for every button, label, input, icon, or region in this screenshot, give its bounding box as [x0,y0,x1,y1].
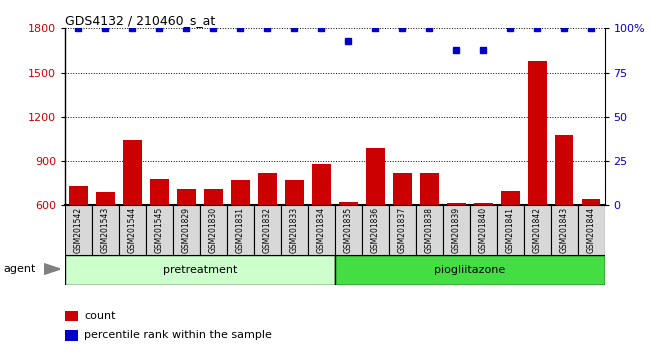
FancyBboxPatch shape [335,255,604,285]
FancyBboxPatch shape [443,205,470,255]
FancyBboxPatch shape [281,205,308,255]
Bar [150,179,169,205]
Bar [204,189,223,205]
Bar [69,186,88,205]
FancyBboxPatch shape [361,205,389,255]
Text: GSM201840: GSM201840 [478,207,488,253]
Text: count: count [84,311,116,321]
Text: GSM201831: GSM201831 [236,207,245,253]
Text: GSM201543: GSM201543 [101,207,110,253]
Text: GSM201833: GSM201833 [290,207,299,253]
Bar [528,61,547,205]
FancyBboxPatch shape [577,205,605,255]
Text: GSM201832: GSM201832 [263,207,272,253]
Text: percentile rank within the sample: percentile rank within the sample [84,330,272,341]
Bar [65,311,79,321]
Bar [393,173,411,205]
Text: GSM201844: GSM201844 [586,207,595,253]
Bar [258,173,277,205]
Bar [339,202,358,205]
FancyBboxPatch shape [227,205,254,255]
Text: GSM201836: GSM201836 [370,207,380,253]
Bar [420,173,439,205]
FancyBboxPatch shape [65,255,335,285]
Bar [123,141,142,205]
FancyBboxPatch shape [551,205,577,255]
Text: GSM201545: GSM201545 [155,207,164,253]
FancyBboxPatch shape [497,205,524,255]
Text: pretreatment: pretreatment [162,265,237,275]
Bar [96,192,115,205]
Bar [366,148,385,205]
FancyBboxPatch shape [308,205,335,255]
FancyBboxPatch shape [146,205,173,255]
FancyBboxPatch shape [389,205,416,255]
FancyBboxPatch shape [92,205,119,255]
Text: GSM201542: GSM201542 [74,207,83,253]
FancyBboxPatch shape [335,205,361,255]
FancyBboxPatch shape [173,205,200,255]
Text: piogliitazone: piogliitazone [434,265,505,275]
FancyBboxPatch shape [470,205,497,255]
Text: GSM201835: GSM201835 [344,207,353,253]
Text: GSM201837: GSM201837 [398,207,407,253]
Bar [582,199,601,205]
Bar [65,330,79,341]
Bar [447,203,465,205]
Bar [554,135,573,205]
Text: GSM201830: GSM201830 [209,207,218,253]
Text: GSM201829: GSM201829 [182,207,191,253]
Bar [177,189,196,205]
Bar [312,164,331,205]
Text: GSM201839: GSM201839 [452,207,461,253]
Bar [500,191,519,205]
Bar [285,180,304,205]
Text: agent: agent [3,264,36,274]
Polygon shape [44,264,60,274]
Text: GSM201841: GSM201841 [506,207,515,253]
FancyBboxPatch shape [524,205,551,255]
Text: GSM201842: GSM201842 [532,207,541,253]
Bar [231,180,250,205]
FancyBboxPatch shape [254,205,281,255]
FancyBboxPatch shape [119,205,146,255]
FancyBboxPatch shape [416,205,443,255]
FancyBboxPatch shape [65,205,92,255]
Text: GDS4132 / 210460_s_at: GDS4132 / 210460_s_at [65,14,215,27]
FancyBboxPatch shape [200,205,227,255]
Bar [474,203,493,205]
Text: GSM201544: GSM201544 [128,207,137,253]
Text: GSM201838: GSM201838 [424,207,434,253]
Text: GSM201834: GSM201834 [317,207,326,253]
Text: GSM201843: GSM201843 [560,207,569,253]
